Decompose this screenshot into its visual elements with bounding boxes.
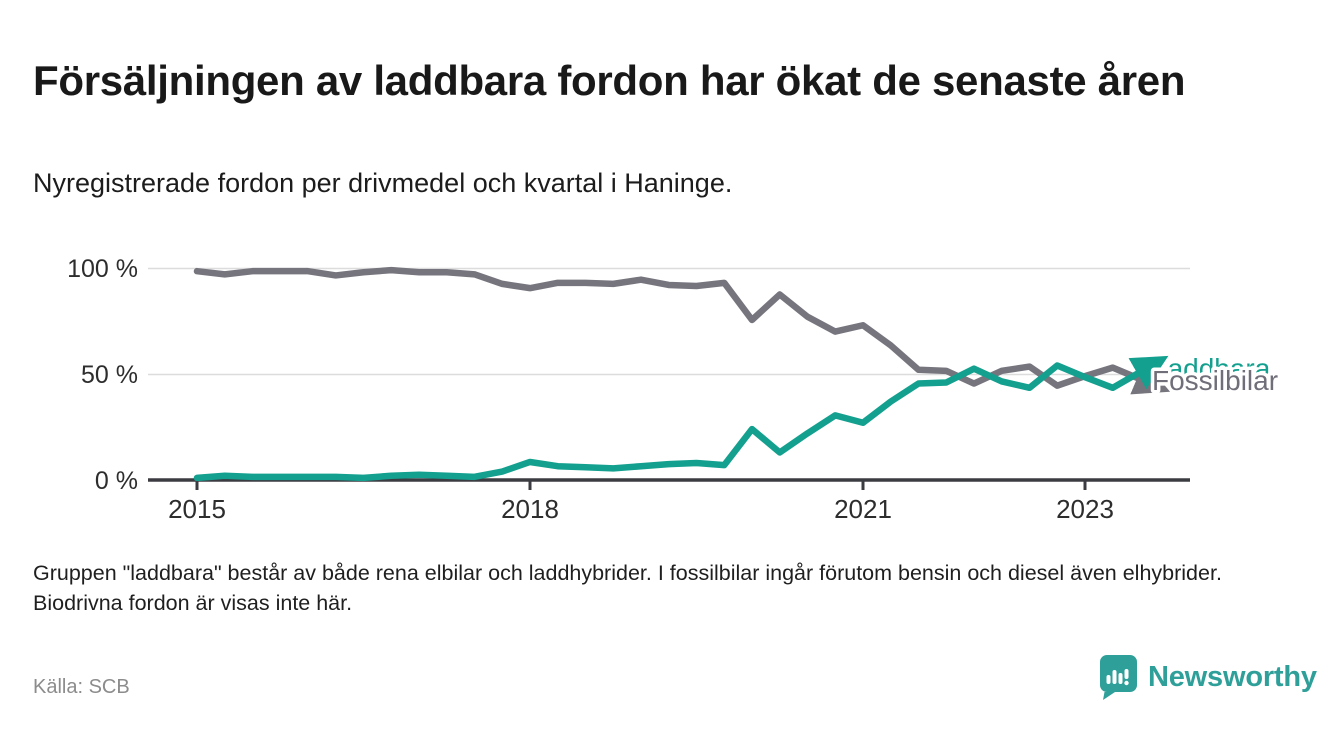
newsworthy-pin-barchart-icon (1100, 655, 1137, 700)
fossilbilar-series-line (193, 266, 1171, 395)
x-tick-label: 2018 (501, 494, 559, 524)
newsworthy-wordmark: Newsworthy (1148, 661, 1317, 693)
y-tick-label-100: 100 % (67, 255, 138, 283)
y-axis-labels: 100 % 50 % 0 % (67, 255, 138, 495)
fossilbilar-series-label: Fossilbilar (1152, 365, 1278, 396)
chart-area: 100 % 50 % 0 % 2015 2018 2021 2023 Laddbara… (0, 230, 1340, 540)
page-title: Försäljningen av laddbara fordon har öka… (33, 57, 1186, 105)
x-axis-ticks (195, 481, 1087, 490)
chart-footnote: Gruppen "laddbara" består av både rena e… (33, 561, 1222, 615)
y-tick-label-0: 0 % (95, 467, 138, 495)
laddbara-series-line (193, 355, 1169, 482)
line-chart: 100 % 50 % 0 % 2015 2018 2021 2023 Laddbara… (67, 255, 1281, 524)
source-label: Källa: SCB (33, 676, 130, 698)
x-tick-label: 2015 (168, 494, 226, 524)
y-tick-label-50: 50 % (81, 361, 138, 389)
gridlines (148, 267, 1190, 376)
laddbara-series-label: Laddbara (1152, 353, 1271, 384)
x-tick-label: 2023 (1056, 494, 1114, 524)
x-axis-labels: 2015 2018 2021 2023 (168, 494, 1114, 524)
x-tick-label: 2021 (834, 494, 892, 524)
newsworthy-branding: Newsworthy (1098, 654, 1317, 701)
chart-subtitle: Nyregistrerade fordon per drivmedel och … (33, 168, 733, 198)
